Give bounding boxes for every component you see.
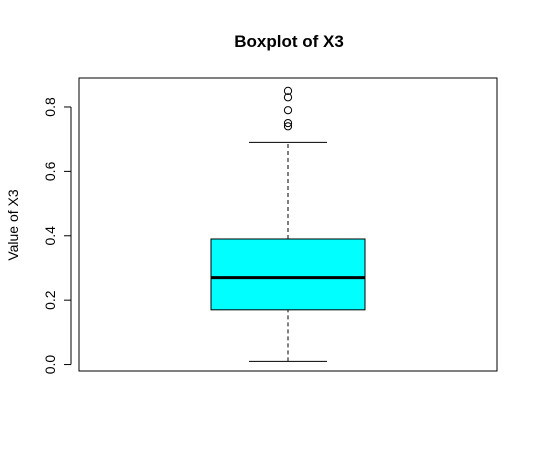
y-tick-label: 0.4 — [42, 226, 58, 246]
outlier-point — [283, 106, 293, 115]
y-axis: 0.0 0.2 0.4 0.6 0.8 — [42, 97, 72, 375]
plot-frame — [78, 77, 498, 372]
y-tick-label: 0.0 — [42, 355, 58, 375]
y-tick-label: 0.6 — [42, 161, 58, 181]
outlier-point — [283, 118, 293, 128]
outlier-point — [283, 122, 293, 131]
y-tick-label: 0.8 — [42, 97, 58, 117]
box-group — [210, 86, 366, 362]
y-axis-label: Value of X3 — [5, 189, 21, 261]
outlier-point — [283, 93, 293, 102]
iqr-box — [210, 238, 366, 311]
chart-title: Boxplot of X3 — [234, 32, 344, 51]
outlier-point — [283, 86, 293, 95]
y-tick-label: 0.2 — [42, 290, 58, 310]
